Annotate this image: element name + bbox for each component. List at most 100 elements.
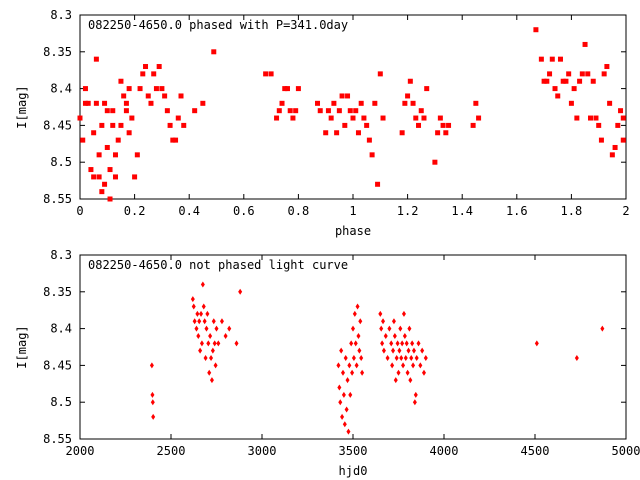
y-tick-label: 8.55 xyxy=(43,192,72,206)
data-point xyxy=(148,100,154,106)
data-point xyxy=(159,86,165,92)
data-point xyxy=(588,115,594,121)
data-point xyxy=(538,56,544,62)
data-point xyxy=(170,137,176,143)
data-point xyxy=(181,122,187,128)
data-point xyxy=(410,100,416,106)
data-point xyxy=(385,355,390,362)
data-point xyxy=(420,347,425,354)
data-point xyxy=(345,93,351,99)
data-point xyxy=(404,340,409,347)
chart-title: 082250-4650.0 not phased light curve xyxy=(88,258,348,272)
data-point xyxy=(378,310,383,317)
axis-ticks: 0 0.2 0.4 0.6 0.8 1 1.2 1.4 1.6 1.8 2 8.3 8.35 8.4 8.4… xyxy=(43,8,630,218)
data-point xyxy=(210,347,215,354)
data-point xyxy=(208,332,213,339)
data-point xyxy=(541,78,547,84)
unphased-panel: 082250-4650.0 not phased light curve hjd… xyxy=(15,248,640,478)
x-tick-label: 4500 xyxy=(521,444,550,458)
data-point xyxy=(203,355,208,362)
data-point xyxy=(167,122,173,128)
data-point xyxy=(369,152,375,158)
x-tick-label: 1.6 xyxy=(506,204,528,218)
data-point xyxy=(121,93,127,99)
data-point xyxy=(338,399,343,406)
data-point xyxy=(129,115,135,121)
data-point xyxy=(209,377,214,384)
data-point xyxy=(107,167,113,173)
data-point xyxy=(276,108,282,114)
data-point xyxy=(397,347,402,354)
data-point xyxy=(418,108,424,114)
data-point xyxy=(421,369,426,376)
data-point xyxy=(126,86,132,92)
x-tick-label: 4000 xyxy=(430,444,459,458)
data-point xyxy=(411,362,416,369)
data-point xyxy=(372,100,378,106)
plot-frame xyxy=(79,14,627,200)
data-point xyxy=(112,152,118,158)
data-point xyxy=(346,428,351,435)
y-tick-label: 8.4 xyxy=(50,82,72,96)
x-tick-label: 3500 xyxy=(339,444,368,458)
data-point xyxy=(347,362,352,369)
data-point xyxy=(357,347,362,354)
data-point xyxy=(379,325,384,332)
data-point xyxy=(601,71,607,77)
data-point xyxy=(407,325,412,332)
data-point xyxy=(102,100,108,106)
data-point xyxy=(315,100,321,106)
data-point xyxy=(607,100,613,106)
data-point xyxy=(359,355,364,362)
data-point xyxy=(112,174,118,180)
data-point xyxy=(620,115,626,121)
data-point xyxy=(206,340,211,347)
data-point xyxy=(366,137,372,143)
data-point xyxy=(199,340,204,347)
data-point xyxy=(219,318,224,325)
data-point xyxy=(443,130,449,136)
data-points xyxy=(149,281,605,435)
data-point xyxy=(405,93,411,99)
data-point xyxy=(423,355,428,362)
data-point xyxy=(196,332,201,339)
data-point xyxy=(345,377,350,384)
data-point xyxy=(361,115,367,121)
data-point xyxy=(295,86,301,92)
plot-frame xyxy=(79,254,627,440)
data-point xyxy=(440,122,446,128)
data-point xyxy=(223,332,228,339)
y-tick-label: 8.5 xyxy=(50,395,72,409)
data-point xyxy=(560,78,566,84)
data-point xyxy=(331,100,337,106)
data-point xyxy=(293,108,299,114)
data-point xyxy=(339,347,344,354)
data-point xyxy=(96,152,102,158)
data-point xyxy=(350,369,355,376)
x-tick-label: 0 xyxy=(76,204,83,218)
data-point xyxy=(137,86,143,92)
data-point xyxy=(178,93,184,99)
data-point xyxy=(407,78,413,84)
data-point xyxy=(102,181,108,187)
x-tick-label: 5000 xyxy=(612,444,640,458)
data-point xyxy=(432,159,438,165)
data-point xyxy=(391,347,396,354)
data-point xyxy=(234,340,239,347)
data-point xyxy=(383,332,388,339)
x-tick-label: 1.2 xyxy=(397,204,419,218)
data-point xyxy=(282,86,288,92)
data-point xyxy=(99,189,105,195)
data-point xyxy=(126,130,132,136)
data-point xyxy=(336,362,341,369)
data-point xyxy=(356,332,361,339)
axis-ticks: 2000 2500 3000 3500 4000 4500 5000 8.3 8.35 8.4 8.… xyxy=(43,248,640,458)
data-point xyxy=(343,355,348,362)
data-point xyxy=(405,369,410,376)
x-tick-label: 1 xyxy=(349,204,356,218)
data-point xyxy=(549,56,555,62)
data-point xyxy=(337,384,342,391)
data-point xyxy=(198,347,203,354)
data-point xyxy=(355,303,360,310)
